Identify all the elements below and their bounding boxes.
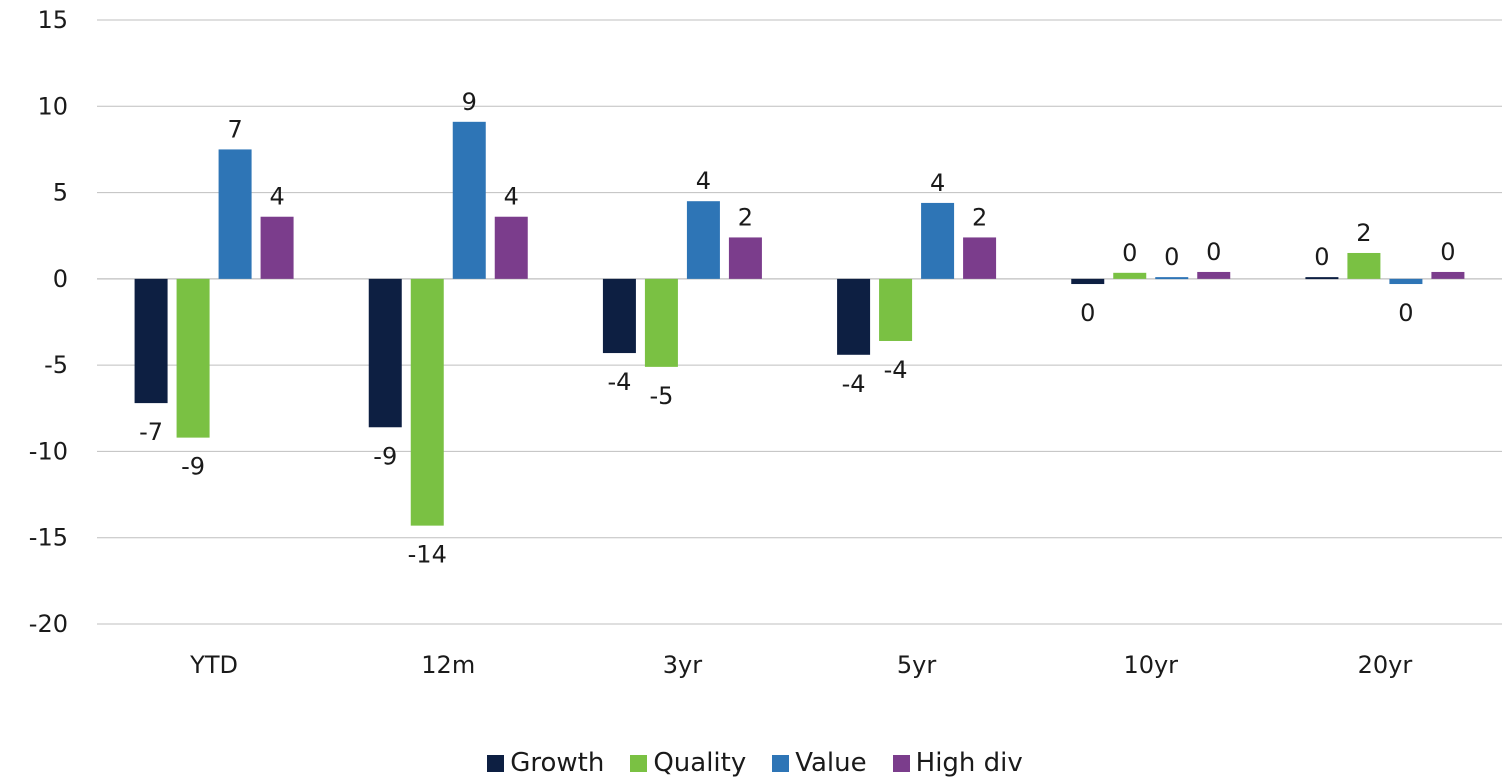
bar-quality — [176, 278, 210, 438]
data-label: 0 — [1440, 238, 1455, 266]
bar-value — [1155, 277, 1189, 280]
data-label: 2 — [738, 203, 753, 231]
bar-quality — [410, 278, 444, 526]
y-tick-label: -10 — [29, 437, 68, 465]
bar-high-div — [260, 216, 294, 279]
data-label: 0 — [1314, 243, 1329, 271]
data-label: 2 — [1356, 219, 1371, 247]
bar-quality — [1113, 272, 1147, 279]
bar-growth — [602, 278, 636, 354]
legend-label: Value — [795, 748, 867, 778]
gridlines — [97, 19, 1502, 625]
legend-swatch — [487, 754, 505, 772]
data-label: -9 — [181, 453, 205, 481]
data-label: 0 — [1164, 243, 1179, 271]
data-label: -14 — [408, 541, 447, 569]
bar-value — [921, 202, 955, 279]
data-label: 0 — [1080, 299, 1095, 327]
bar-value — [1389, 278, 1423, 285]
bar-high-div — [1431, 271, 1465, 279]
y-tick-label: -20 — [29, 610, 68, 638]
bar-high-div — [728, 237, 762, 279]
data-label: 9 — [462, 88, 477, 116]
legend: Growth Quality Value High div — [0, 748, 1510, 778]
bar-value — [686, 201, 720, 279]
legend-item-growth: Growth — [487, 748, 604, 778]
y-axis-ticks: 15 10 5 0 -5 -10 -15 -20 — [29, 6, 68, 638]
bar-growth — [837, 278, 871, 355]
bar-growth — [368, 278, 402, 428]
bar-quality — [644, 278, 678, 367]
y-tick-label: -5 — [44, 351, 68, 379]
bar-high-div — [494, 216, 528, 279]
y-tick-label: 0 — [53, 265, 68, 293]
bar-growth — [1071, 278, 1105, 285]
bar-high-div — [963, 237, 997, 279]
x-tick-label: 20yr — [1358, 651, 1413, 679]
data-label: 4 — [504, 183, 519, 211]
legend-item-quality: Quality — [630, 748, 746, 778]
data-label: 0 — [1398, 299, 1413, 327]
bar-quality — [1347, 252, 1381, 279]
x-tick-label: 12m — [421, 651, 475, 679]
data-label: -4 — [842, 370, 866, 398]
data-label: 4 — [696, 167, 711, 195]
bars — [134, 121, 1465, 526]
bar-quality — [879, 278, 913, 341]
legend-swatch — [892, 754, 910, 772]
legend-label: High div — [915, 748, 1023, 778]
y-tick-label: 10 — [37, 92, 68, 120]
data-label: -7 — [139, 418, 163, 446]
x-tick-label: 5yr — [897, 651, 936, 679]
data-label: -5 — [649, 382, 673, 410]
legend-swatch — [772, 754, 790, 772]
bar-growth — [134, 278, 168, 404]
legend-item-high-div: High div — [892, 748, 1023, 778]
data-label: 2 — [972, 203, 987, 231]
bar-growth — [1305, 277, 1339, 280]
data-label: -9 — [373, 442, 397, 470]
bar-value — [218, 149, 252, 279]
legend-item-value: Value — [772, 748, 867, 778]
y-tick-label: 5 — [53, 179, 68, 207]
legend-swatch — [630, 754, 648, 772]
x-tick-label: YTD — [189, 651, 238, 679]
bar-high-div — [1197, 271, 1231, 279]
x-axis-ticks: YTD 12m 3yr 5yr 10yr 20yr — [189, 651, 1412, 679]
legend-label: Quality — [653, 748, 747, 778]
data-label: -4 — [884, 356, 908, 384]
data-label: -4 — [607, 368, 631, 396]
data-label: 0 — [1206, 238, 1221, 266]
data-label: 7 — [227, 115, 242, 143]
bar-value — [452, 121, 486, 279]
data-label: 4 — [269, 183, 284, 211]
y-tick-label: 15 — [37, 6, 68, 34]
x-tick-label: 10yr — [1123, 651, 1178, 679]
legend-label: Growth — [510, 748, 605, 778]
x-tick-label: 3yr — [663, 651, 702, 679]
y-tick-label: -15 — [29, 524, 68, 552]
data-label: 4 — [930, 169, 945, 197]
data-label: 0 — [1122, 239, 1137, 267]
